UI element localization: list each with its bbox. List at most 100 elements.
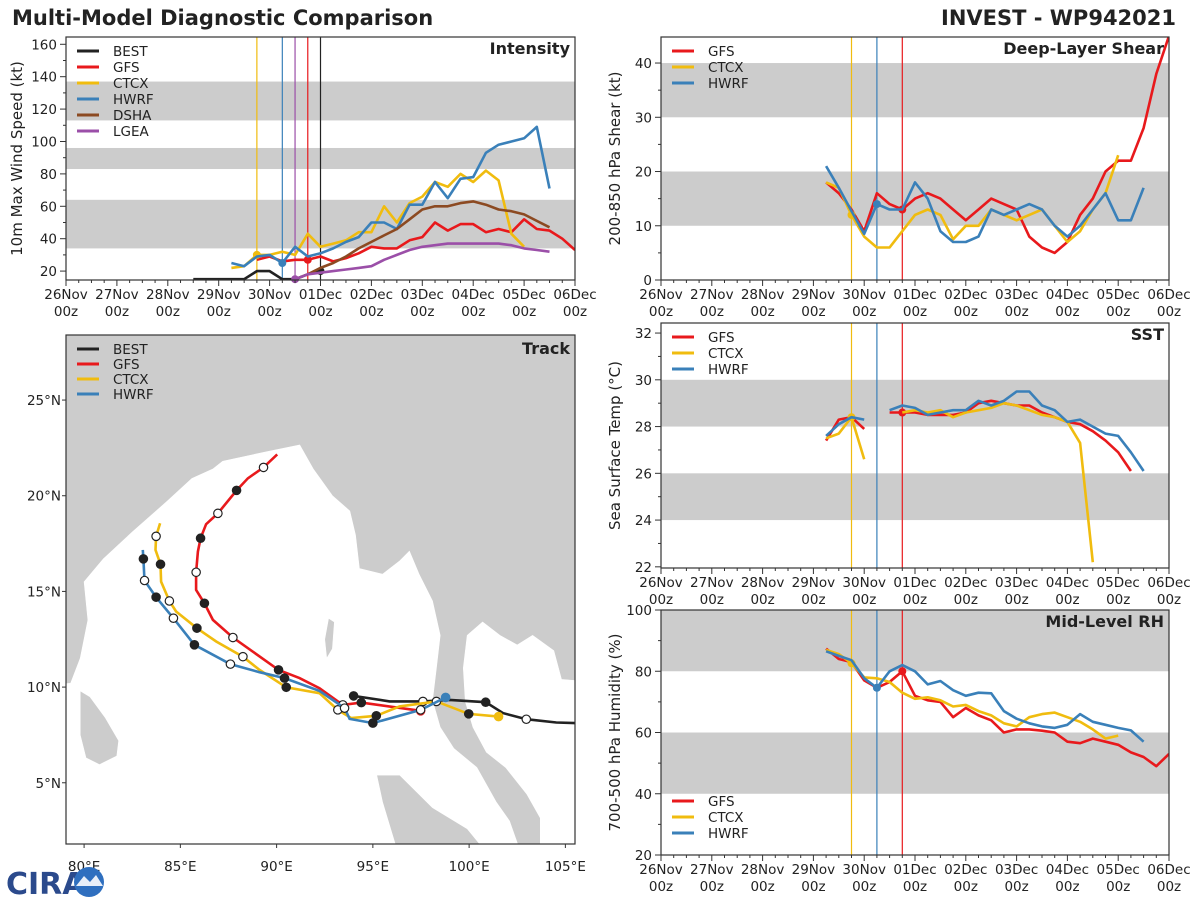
track-point-hwrf	[279, 673, 290, 683]
y-tick-label: 100	[626, 603, 652, 619]
track-point-gfs	[356, 697, 367, 708]
legend-label: CTCX	[708, 60, 744, 76]
x-tick-sublabel: 00z	[649, 879, 673, 895]
x-tick-sublabel: 00z	[1106, 879, 1130, 895]
x-tick-sublabel: 00z	[954, 592, 978, 608]
land-sri-lanka	[79, 690, 120, 765]
legend-label: DSHA	[113, 108, 152, 124]
x-tick-label: 04Dec	[1046, 287, 1089, 303]
x-tick-sublabel: 00z	[649, 304, 673, 320]
series-line-ctcx	[825, 154, 1120, 249]
track-point-hwrf	[189, 640, 200, 650]
x-tick-sublabel: 00z	[1055, 304, 1079, 320]
y-axis-label: 10m Max Wind Speed (kt)	[8, 61, 26, 256]
cira-logo: CIRA	[6, 867, 104, 902]
x-tick-label: 06Dec	[1147, 862, 1190, 878]
lon-tick-label: 85°E	[164, 859, 196, 875]
track-point-hwrf	[138, 554, 149, 564]
y-axis-label: 700-500 hPa Humidity (%)	[606, 633, 624, 831]
x-tick-sublabel: 00z	[700, 879, 724, 895]
x-tick-sublabel: 00z	[1004, 592, 1028, 608]
x-tick-label: 29Nov	[197, 287, 241, 303]
x-tick-sublabel: 00z	[649, 592, 673, 608]
x-tick-label: 27Nov	[690, 862, 734, 878]
init-point-gfs	[898, 667, 907, 676]
sst-panel: 26Nov00z27Nov00z28Nov00z29Nov00z30Nov00z…	[606, 322, 1191, 608]
y-tick-label: 140	[31, 70, 57, 86]
y-tick-label: 40	[635, 787, 652, 803]
land-sumatra	[376, 774, 481, 844]
legend-label: HWRF	[708, 76, 749, 92]
init-point-gfs	[303, 255, 312, 264]
track-point-ctcx	[238, 651, 248, 662]
x-tick-sublabel: 00z	[1157, 304, 1181, 320]
legend-label: GFS	[708, 44, 735, 60]
track-point-hwrf	[139, 575, 150, 586]
legend-label: LGEA	[113, 124, 150, 140]
lon-tick-label: 100°E	[449, 859, 490, 875]
track-panel: 80°E 85°E 90°E 95°E 100°E 105°E5°N10°N15°N20°…	[27, 334, 586, 875]
x-tick-sublabel: 00z	[852, 879, 876, 895]
legend-label: CTCX	[113, 372, 149, 388]
x-tick-sublabel: 00z	[105, 304, 129, 320]
track-line-hwrf	[141, 549, 447, 725]
series-line-ctcx	[825, 648, 1119, 740]
x-tick-sublabel: 00z	[852, 592, 876, 608]
legend-label: GFS	[708, 794, 735, 810]
lon-tick-label: 95°E	[357, 859, 389, 875]
x-tick-label: 04Dec	[1046, 862, 1089, 878]
y-tick-label: 60	[40, 199, 57, 215]
x-tick-label: 05Dec	[1097, 287, 1140, 303]
y-tick-label: 10	[635, 219, 652, 235]
lat-tick-label: 15°N	[27, 584, 61, 600]
x-tick-label: 03Dec	[401, 287, 444, 303]
x-tick-label: 26Nov	[639, 862, 683, 878]
land-andaman-islands	[324, 617, 335, 660]
track-point-gfs	[273, 665, 284, 675]
x-tick-label: 05Dec	[1097, 575, 1140, 591]
x-tick-sublabel: 00z	[1004, 879, 1028, 895]
legend-label: GFS	[708, 330, 735, 346]
track-point-hwrf	[368, 718, 378, 728]
panel-title: SST	[1131, 325, 1164, 344]
track-point-best	[521, 714, 532, 725]
land-mainland	[66, 335, 575, 844]
lon-tick-label: 105°E	[545, 859, 586, 875]
legend-label: CTCX	[708, 810, 744, 826]
x-tick-label: 26Nov	[639, 287, 683, 303]
x-tick-label: 27Nov	[690, 575, 734, 591]
x-tick-label: 29Nov	[792, 575, 836, 591]
x-tick-sublabel: 00z	[700, 304, 724, 320]
cira-logo-text: CIRA	[6, 867, 86, 900]
y-tick-label: 60	[635, 726, 652, 742]
x-tick-sublabel: 00z	[1157, 879, 1181, 895]
x-tick-sublabel: 00z	[1055, 592, 1079, 608]
x-tick-label: 26Nov	[639, 575, 683, 591]
legend-label: BEST	[113, 342, 148, 358]
y-tick-label: 30	[635, 373, 652, 389]
x-tick-label: 02Dec	[944, 575, 987, 591]
x-tick-sublabel: 00z	[903, 592, 927, 608]
x-tick-label: 02Dec	[944, 862, 987, 878]
track-point-ctcx	[192, 623, 202, 633]
series-line-hwrf	[825, 390, 1145, 472]
x-tick-label: 28Nov	[741, 575, 785, 591]
x-tick-label: 03Dec	[995, 575, 1038, 591]
y-tick-label: 22	[635, 560, 652, 576]
y-tick-label: 26	[635, 466, 652, 482]
x-tick-sublabel: 00z	[903, 879, 927, 895]
x-tick-label: 04Dec	[1046, 575, 1089, 591]
track-point-gfs	[258, 462, 269, 473]
x-tick-sublabel: 00z	[801, 879, 825, 895]
legend-label: CTCX	[708, 346, 744, 362]
x-tick-sublabel: 00z	[903, 304, 927, 320]
x-tick-label: 02Dec	[350, 287, 393, 303]
legend-label: HWRF	[708, 826, 749, 842]
track-point-hwrf	[168, 613, 179, 624]
x-tick-sublabel: 00z	[1055, 879, 1079, 895]
series-line-ctcx	[825, 401, 1095, 563]
x-tick-label: 05Dec	[502, 287, 545, 303]
x-tick-sublabel: 00z	[1157, 592, 1181, 608]
x-tick-sublabel: 00z	[156, 304, 180, 320]
